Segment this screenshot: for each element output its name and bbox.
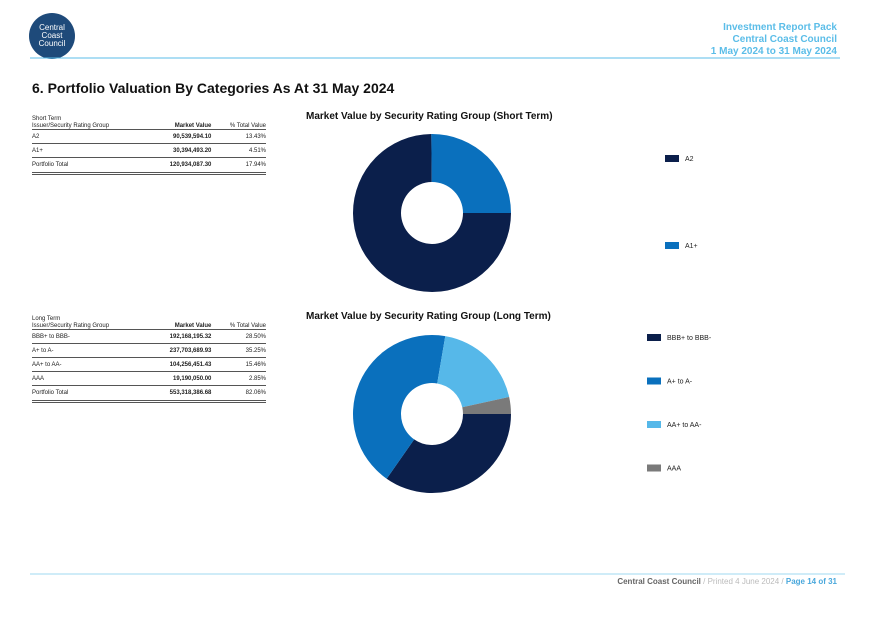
table-row: A+ to A- 237,703,689.93 35.25% (32, 343, 266, 358)
cell: A2 (32, 129, 149, 144)
cell: 15.46% (211, 357, 266, 372)
cell: BBB+ to BBB- (32, 329, 149, 344)
table-header: Issuer/Security Rating Group Market Value… (32, 122, 266, 130)
cell: 30,394,493.20 (148, 143, 212, 158)
table: Issuer/Security Rating Group Market Value… (32, 322, 266, 403)
cell: 35.25% (211, 343, 266, 358)
header-line: 1 May 2024 to 31 May 2024 (710, 46, 837, 57)
table-header: Issuer/Security Rating Group Market Value… (32, 322, 266, 330)
donut-slice (431, 134, 511, 213)
donut-slice (353, 134, 511, 292)
chart-title: Market Value by Security Rating Group (L… (306, 311, 551, 322)
cell: AAA (32, 371, 149, 386)
table-row: AAA 19,190,050.00 2.85% (32, 371, 266, 386)
legend-label: AA+ to AA- (667, 422, 702, 429)
footer-page: Page 14 of 31 (786, 577, 838, 586)
table: Issuer/Security Rating Group Market Value… (32, 122, 266, 175)
table-block: Short Term Issuer/Security Rating Group Ma… (32, 116, 266, 175)
column-header: Market Value (148, 122, 212, 130)
logo-text: Central (39, 23, 65, 32)
total-row: Portfolio Total 553,318,386.68 82.06% (32, 385, 266, 403)
table-heading: Long Term (32, 316, 61, 322)
table-heading: Short Term (32, 116, 62, 122)
legend-swatch (647, 464, 661, 472)
legend-swatch (647, 421, 661, 428)
cell: Portfolio Total (32, 157, 149, 175)
donut-slice (386, 414, 511, 494)
header-line: Central Coast Council (732, 34, 837, 45)
total-row: Portfolio Total 120,934,087.30 17.94% (32, 157, 266, 175)
cell: 104,256,451.43 (148, 357, 212, 372)
column-header: Issuer/Security Rating Group (32, 122, 149, 130)
logo (29, 13, 75, 59)
footer-org: Central Coast Council (617, 577, 701, 586)
cell: A1+ (32, 143, 149, 158)
column-header: Market Value (148, 322, 212, 330)
table-block: Long Term Issuer/Security Rating Group Mar… (32, 316, 266, 403)
chart-title: Market Value by Security Rating Group (S… (306, 111, 553, 122)
legend-label: A1+ (685, 243, 698, 250)
cell: Portfolio Total (32, 385, 149, 403)
cell: AA+ to AA- (32, 357, 149, 372)
legend-label: BBB+ to BBB- (667, 335, 712, 342)
cell: 19,190,050.00 (148, 371, 212, 386)
legend-label: A+ to A- (667, 379, 693, 386)
table-row: BBB+ to BBB- 192,168,195.32 28.50% (32, 329, 266, 344)
cell: 17.94% (211, 157, 266, 175)
cell: 13.43% (211, 129, 266, 144)
column-header: % Total Value (211, 322, 266, 330)
cell: 120,934,087.30 (148, 157, 212, 175)
cell: A+ to A- (32, 343, 149, 358)
cell: 4.51% (211, 143, 266, 158)
logo-text: Coast (42, 31, 64, 40)
cell: 2.85% (211, 371, 266, 386)
donut-slice (462, 396, 511, 414)
legend-label: A2 (685, 156, 694, 163)
footer: Central Coast Council / Printed 4 June 2… (617, 577, 837, 586)
column-header: Issuer/Security Rating Group (32, 322, 149, 330)
cell: 82.06% (211, 385, 266, 403)
cell: 28.50% (211, 329, 266, 344)
legend-swatch (665, 242, 679, 249)
cell: 192,168,195.32 (148, 329, 212, 344)
donut-slice (437, 336, 510, 408)
table-row: A1+ 30,394,493.20 4.51% (32, 143, 266, 158)
legend-swatch (647, 334, 661, 341)
column-header: % Total Value (211, 122, 266, 130)
legend-swatch (665, 155, 679, 162)
table-row: AA+ to AA- 104,256,451.43 15.46% (32, 357, 266, 372)
cell: 90,539,594.10 (148, 129, 212, 144)
legend-label: AAA (667, 466, 681, 473)
cell: 237,703,689.93 (148, 343, 212, 358)
donut-slice (353, 335, 446, 479)
header-line: Investment Report Pack (723, 22, 837, 33)
legend-swatch (647, 377, 661, 385)
section-title: 6. Portfolio Valuation By Categories As … (32, 80, 395, 96)
logo-text: Council (39, 39, 66, 48)
header-lines: Investment Report Pack Central Coast Cou… (711, 22, 837, 58)
table-row: A2 90,539,594.10 13.43% (32, 129, 266, 144)
footer-printed: / Printed 4 June 2024 / (701, 577, 786, 586)
cell: 553,318,386.68 (148, 385, 212, 403)
